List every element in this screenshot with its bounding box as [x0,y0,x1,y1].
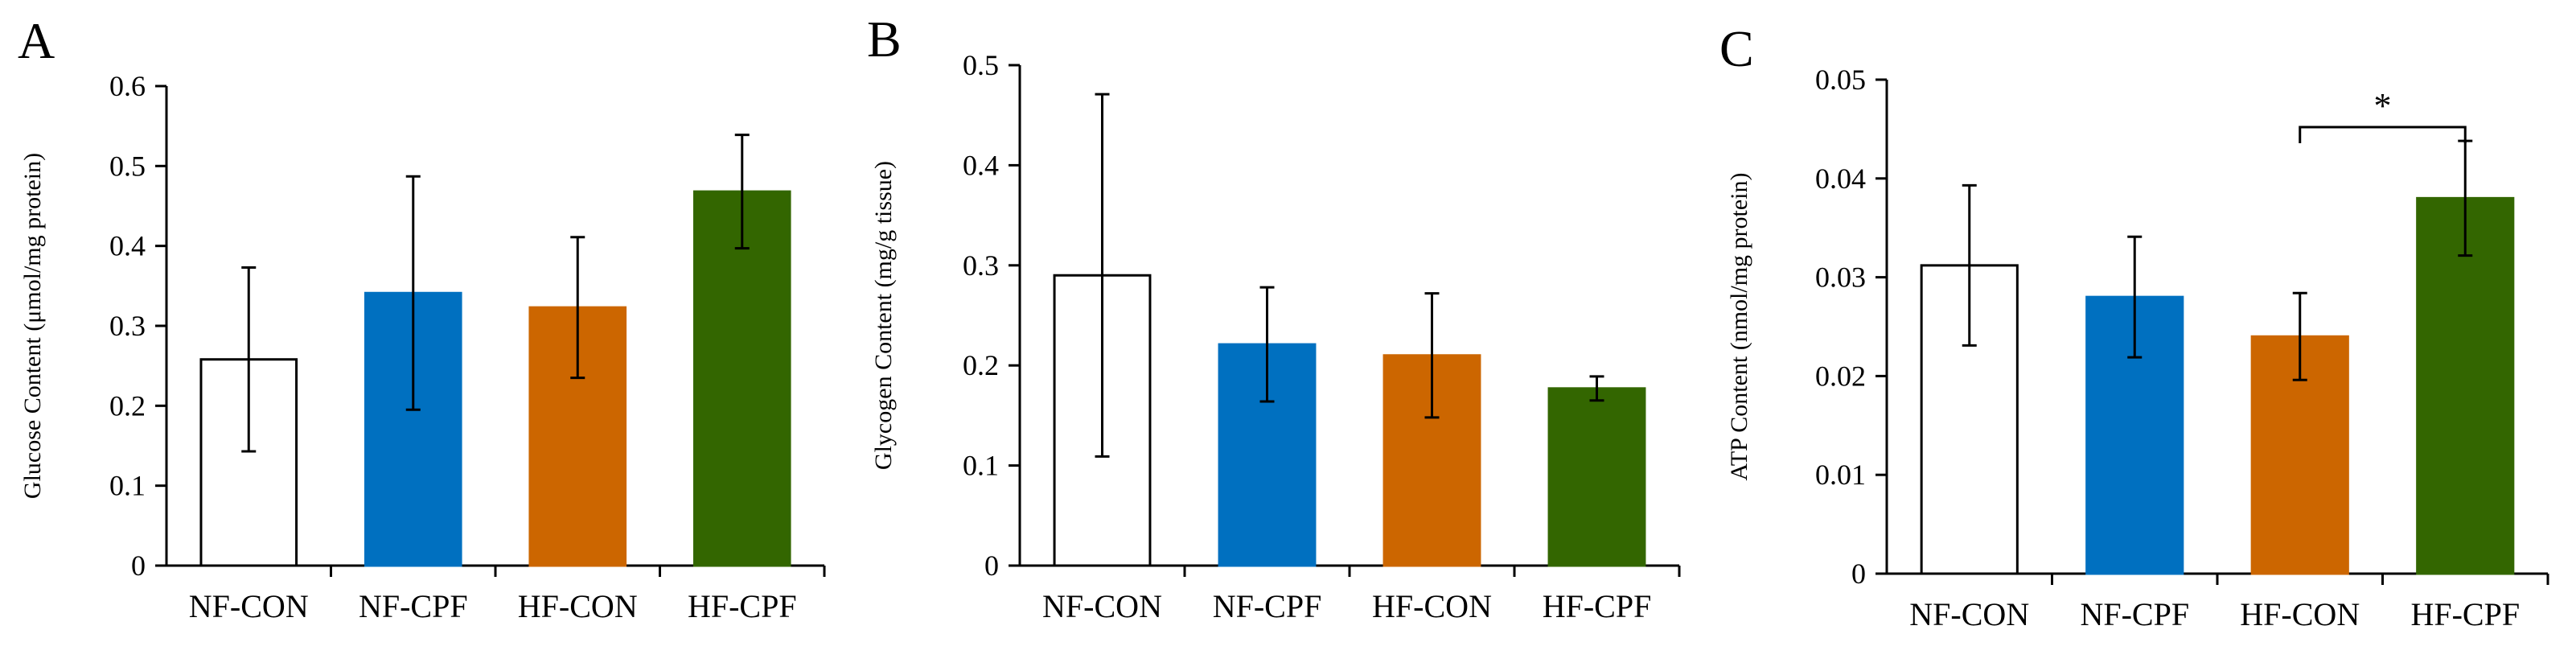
y-tick-label: 0 [131,550,146,582]
y-tick-label: 0.3 [109,310,146,342]
y-tick-label: 0.6 [109,70,146,102]
y-tick-label: 0.4 [109,230,146,262]
bar-nf-cpf [2085,295,2184,575]
y-tick-label: 0.1 [963,450,999,482]
y-tick-label: 0.01 [1815,459,1866,491]
y-axis-label: ATP Content (nmol/mg protein) [1726,172,1752,480]
category-label-nf-cpf: NF-CPF [2080,596,2189,632]
bar-nf-con [1920,264,2019,575]
y-tick-label: 0 [1851,558,1866,590]
panel-letter: B [867,10,902,68]
bar-hf-cpf [2416,196,2515,575]
y-axis-label: Glycogen Content (mg/g tissue) [870,161,897,470]
panel-a: A Glucose Content (μmol/mg protein) 0 0.1 0.… [18,12,826,624]
y-tick-label: 0.04 [1815,163,1866,195]
y-tick-label: 0.5 [109,150,146,182]
y-tick-label: 0.03 [1815,261,1866,294]
category-label-nf-con: NF-CON [1909,596,2029,632]
y-tick-label: 0.2 [963,349,999,381]
category-label-nf-cpf: NF-CPF [359,588,468,624]
category-label-nf-con: NF-CON [189,588,309,624]
y-tick-label: 0.5 [963,49,999,81]
category-label-hf-con: HF-CON [2240,596,2360,632]
y-tick-label: 0 [984,550,999,582]
y-tick-label: 0.2 [109,389,146,422]
category-label-nf-cpf: NF-CPF [1213,588,1322,624]
category-label-hf-con: HF-CON [1372,588,1492,624]
category-label-nf-con: NF-CON [1042,588,1162,624]
y-axis-label: Glucose Content (μmol/mg protein) [19,153,46,499]
category-label-hf-cpf: HF-CPF [688,588,797,624]
y-tick-label: 0.05 [1815,64,1866,96]
significance-label: * [2374,86,2392,126]
panel-letter: C [1719,20,1754,77]
category-label-hf-cpf: HF-CPF [2410,596,2520,632]
y-tick-label: 0.3 [963,249,999,282]
y-tick-label: 0.4 [963,149,999,181]
bar-hf-cpf [1547,387,1646,567]
panel-letter: A [18,12,55,69]
y-tick-label: 0.1 [109,470,146,502]
significance-bracket [2299,126,2467,143]
category-label-hf-con: HF-CON [518,588,638,624]
bar-nf-con [199,358,298,567]
category-label-hf-cpf: HF-CPF [1543,588,1652,624]
panel-b: B Glycogen Content (mg/g tissue) 0 0.1 0.2 0.… [867,10,1681,624]
y-tick-label: 0.02 [1815,360,1866,392]
panel-c: C ATP Content (nmol/mg protein) 0 0.01 0.02 0… [1719,20,2549,632]
